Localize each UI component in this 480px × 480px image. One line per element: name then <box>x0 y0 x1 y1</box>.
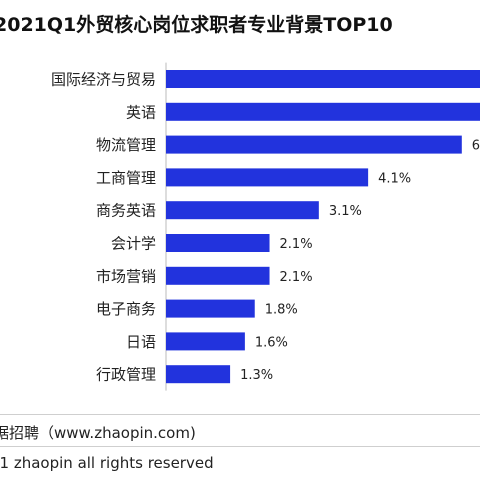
bar <box>166 332 245 351</box>
value-label: 3.1% <box>329 204 362 219</box>
bar <box>166 365 231 384</box>
value-label: 4.1% <box>378 171 411 186</box>
category-label: 工商管理 <box>96 169 156 187</box>
bar <box>166 168 369 187</box>
footer-divider <box>0 414 480 415</box>
footer-divider <box>0 446 480 447</box>
category-label: 行政管理 <box>96 366 156 384</box>
category-label: 会计学 <box>111 235 156 253</box>
category-label: 国际经济与贸易 <box>51 71 156 89</box>
category-label: 电子商务 <box>96 300 156 318</box>
value-label: 1.3% <box>240 368 273 383</box>
bar <box>166 201 319 220</box>
source-text: 据招聘（www.zhaopin.com) <box>0 424 196 442</box>
value-label: 2.1% <box>280 270 313 285</box>
value-label: 2.1% <box>280 237 313 252</box>
value-label: 1.8% <box>265 303 298 318</box>
bar <box>166 234 270 252</box>
chart-title: 2021Q1外贸核心岗位求职者专业背景TOP10 <box>0 14 393 36</box>
bar <box>166 299 255 318</box>
category-label: 市场营销 <box>96 267 156 285</box>
copyright-text: 21 zhaopin all rights reserved <box>0 454 214 472</box>
category-label: 英语 <box>126 103 156 121</box>
bar <box>166 266 270 285</box>
value-label: 1.6% <box>255 335 288 350</box>
bar <box>166 70 480 88</box>
category-label: 商务英语 <box>96 202 156 220</box>
bar <box>166 135 462 154</box>
bar <box>166 102 480 121</box>
value-label: 6.0 <box>472 139 480 154</box>
category-label: 日语 <box>126 333 156 351</box>
category-label: 物流管理 <box>96 136 156 154</box>
